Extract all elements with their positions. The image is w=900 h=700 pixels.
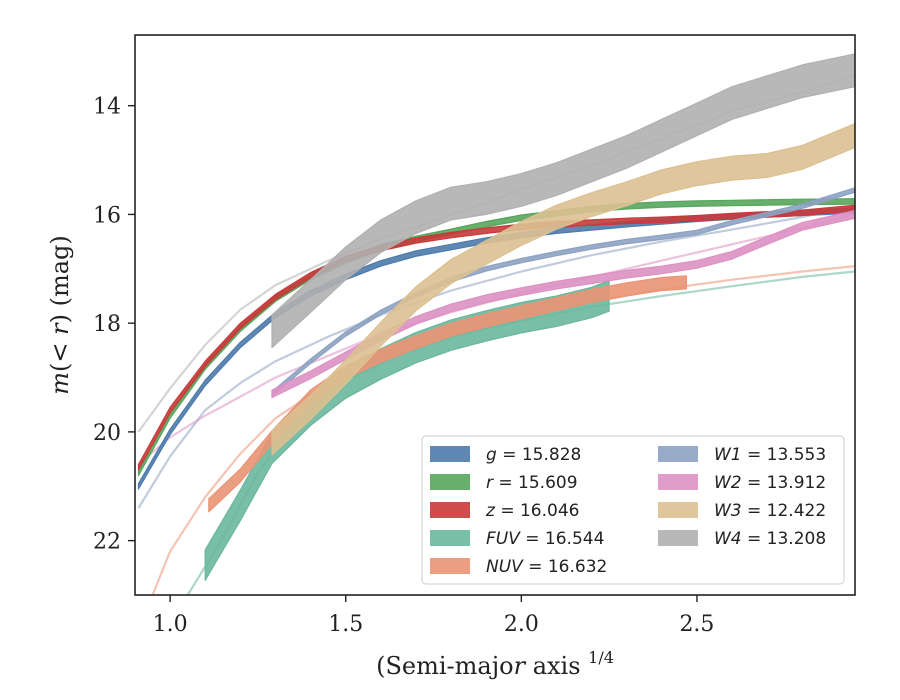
legend-swatch-r [430,474,470,490]
legend-item-r: r = 15.609 [430,473,578,493]
series-w2-band [271,210,855,399]
legend-item-w4: W4 = 13.208 [658,529,826,549]
x-tick-label: 1.5 [328,612,363,637]
series-w3-band [271,123,855,456]
y-tick-label: 14 [93,95,121,120]
series-w4-band [271,53,855,349]
y-tick-label: 16 [93,203,121,228]
legend-swatch-w4 [658,530,698,546]
legend-label-w1: W1 = 13.553 [714,445,826,465]
legend: g = 15.828 r = 15.609 z = 16.046 FUV = 16.5… [421,435,845,585]
legend-item-w2: W2 = 13.912 [658,473,826,493]
legend-swatch-z [430,502,470,518]
legend-label-w4: W4 = 13.208 [714,529,826,549]
legend-item-g: g = 15.828 [430,445,581,465]
legend-item-z: z = 16.046 [430,501,579,521]
legend-swatch-nuv [430,558,470,574]
legend-item-w3: W3 = 12.422 [658,501,826,521]
legend-label-g: g = 15.828 [486,445,581,465]
legend-label-r: r = 15.609 [486,473,578,493]
axis-ticks: 1.0 1.5 2.0 2.5 14 16 18 20 22 [93,95,714,637]
legend-label-w2: W2 = 13.912 [714,473,826,493]
legend-swatch-fuv [430,530,470,546]
x-tick-label: 2.5 [679,612,714,637]
plot-area [137,53,855,595]
x-axis-label: (Semi-major axis 1/4 [376,648,614,680]
legend-item-nuv: NUV = 16.632 [430,557,607,577]
legend-label-z: z = 16.046 [485,501,579,521]
legend-label-nuv: NUV = 16.632 [486,557,607,577]
x-tick-label: 1.0 [153,612,188,637]
plot-frame [134,34,856,596]
legend-swatch-g [430,446,470,462]
legend-item-w1: W1 = 13.553 [658,445,826,465]
y-tick-label: 22 [93,530,121,555]
x-tick-label: 2.0 [504,612,539,637]
y-tick-label: 18 [93,312,121,337]
y-tick-label: 20 [93,421,121,446]
legend-swatch-w3 [658,502,698,518]
legend-label-fuv: FUV = 16.544 [486,529,604,549]
y-axis-label: m(< r) (mag) [46,235,74,395]
legend-label-w3: W3 = 12.422 [714,501,826,521]
legend-swatch-w1 [658,446,698,462]
legend-box [421,435,845,585]
legend-swatch-w2 [658,474,698,490]
legend-item-fuv: FUV = 16.544 [430,529,604,549]
